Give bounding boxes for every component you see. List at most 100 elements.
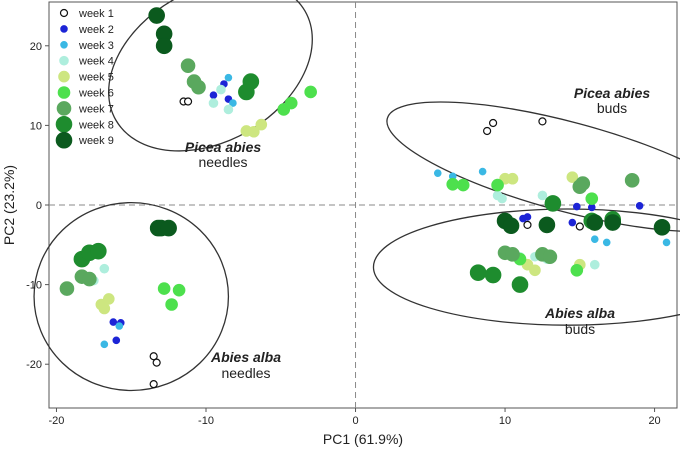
legend-label-week5: week 5	[78, 72, 114, 84]
point-week4-3	[99, 263, 110, 274]
point-week5-1	[248, 125, 260, 138]
point-week3-4	[433, 169, 442, 177]
x-tick-label: 0	[352, 415, 358, 427]
y-tick-label: 20	[30, 41, 42, 53]
point-week4-6	[497, 193, 507, 204]
point-week5-4	[103, 293, 115, 305]
legend: week 1 week 2 week 3 week 4 week 5 week 6 week…	[55, 8, 114, 149]
point-week8-8	[511, 276, 529, 293]
legend-marker-week9	[55, 131, 73, 149]
point-week5-2	[255, 118, 268, 131]
point-week6-4	[172, 283, 186, 297]
group-ellipse-3	[372, 208, 680, 326]
point-week9-7	[502, 217, 520, 234]
point-week3-6	[478, 167, 487, 176]
point-week6-8	[491, 178, 504, 192]
point-week3-1	[229, 99, 237, 107]
point-week2-11	[568, 218, 577, 227]
legend-label-week1: week 1	[78, 8, 114, 20]
point-week2-9	[587, 203, 596, 212]
point-week1-9	[523, 220, 532, 230]
point-week5-10	[529, 264, 541, 277]
point-week7-10	[505, 247, 520, 262]
legend-marker-week5	[58, 70, 70, 83]
point-week7-8	[624, 173, 640, 188]
point-week4-7	[537, 190, 548, 201]
x-tick-label: 10	[499, 415, 511, 427]
point-week5-7	[506, 172, 519, 185]
point-week5-5	[98, 302, 111, 315]
point-week1-4	[149, 380, 158, 389]
group-ellipse-2	[386, 101, 680, 233]
reference-lines	[49, 2, 677, 408]
legend-label-week2: week 2	[78, 24, 114, 36]
y-tick-label: 10	[30, 120, 42, 132]
point-week6-11	[570, 263, 584, 277]
point-week9-5	[160, 219, 177, 237]
group-label-picea-needles-tissue: needles	[198, 154, 247, 170]
legend-marker-week6	[57, 86, 71, 99]
point-week7-3	[59, 281, 75, 296]
point-week8-6	[469, 264, 487, 281]
legend-label-week9: week 9	[78, 135, 114, 147]
group-label-picea-buds-species: Picea abies	[574, 85, 650, 101]
y-tick-label: -20	[26, 359, 42, 371]
point-week3-9	[662, 238, 671, 247]
legend-label-week6: week 6	[78, 88, 114, 100]
point-week3-2	[115, 322, 124, 330]
point-week7-5	[82, 271, 97, 287]
point-week8-5	[544, 195, 562, 212]
point-week8-7	[484, 266, 502, 284]
point-week6-2	[304, 85, 317, 99]
point-week1-3	[152, 358, 161, 367]
point-week1-5	[483, 126, 492, 136]
point-week6-3	[157, 282, 171, 295]
point-week1-1	[183, 97, 193, 106]
point-week3-3	[100, 340, 109, 349]
point-week1-7	[538, 117, 547, 126]
point-week3-8	[602, 238, 611, 247]
point-week1-6	[488, 118, 498, 128]
group-label-abies-buds-species: Abies alba	[544, 305, 615, 321]
point-week6-6	[446, 178, 460, 191]
point-week6-1	[284, 96, 298, 110]
legend-marker-week8	[55, 116, 73, 133]
legend-marker-week4	[59, 55, 69, 66]
group-label-abies-needles-tissue: needles	[221, 365, 270, 381]
y-tick-label: -10	[26, 280, 42, 292]
y-tick-label: 0	[36, 200, 42, 212]
point-week9-9	[586, 214, 604, 231]
point-week6-7	[456, 178, 470, 192]
point-week2-0	[209, 91, 218, 99]
point-week4-10	[589, 259, 600, 270]
point-week2-10	[635, 201, 644, 210]
x-tick-label: 20	[648, 415, 660, 427]
point-week1-8	[575, 222, 584, 231]
y-axis-title: PC2 (23.2%)	[1, 165, 17, 245]
point-week8-1	[238, 83, 255, 101]
group-label-abies-needles-species: Abies alba	[210, 349, 281, 365]
group-ellipse-1	[33, 201, 230, 392]
group-label-picea-buds-tissue: buds	[597, 100, 627, 116]
point-week4-2	[223, 104, 234, 115]
point-week3-7	[590, 235, 599, 244]
point-week7-7	[572, 179, 588, 194]
group-label-picea-needles-species: Picea abies	[185, 139, 261, 155]
point-week2-3	[109, 318, 118, 326]
point-week6-9	[585, 192, 599, 205]
point-week2-5	[112, 336, 121, 345]
group-label-abies-buds-tissue: buds	[565, 321, 595, 337]
x-tick-label: -20	[49, 415, 65, 427]
x-axis-title: PC1 (61.9%)	[323, 431, 403, 447]
point-week1-2	[149, 352, 158, 361]
point-week2-7	[523, 213, 532, 221]
legend-label-week3: week 3	[78, 40, 114, 52]
point-week7-2	[191, 79, 206, 95]
point-week2-8	[573, 202, 581, 211]
legend-label-week7: week 7	[78, 103, 114, 115]
legend-marker-week1	[59, 8, 69, 18]
point-week8-4	[90, 242, 107, 260]
legend-marker-week2	[60, 25, 68, 33]
point-week9-8	[538, 216, 556, 234]
